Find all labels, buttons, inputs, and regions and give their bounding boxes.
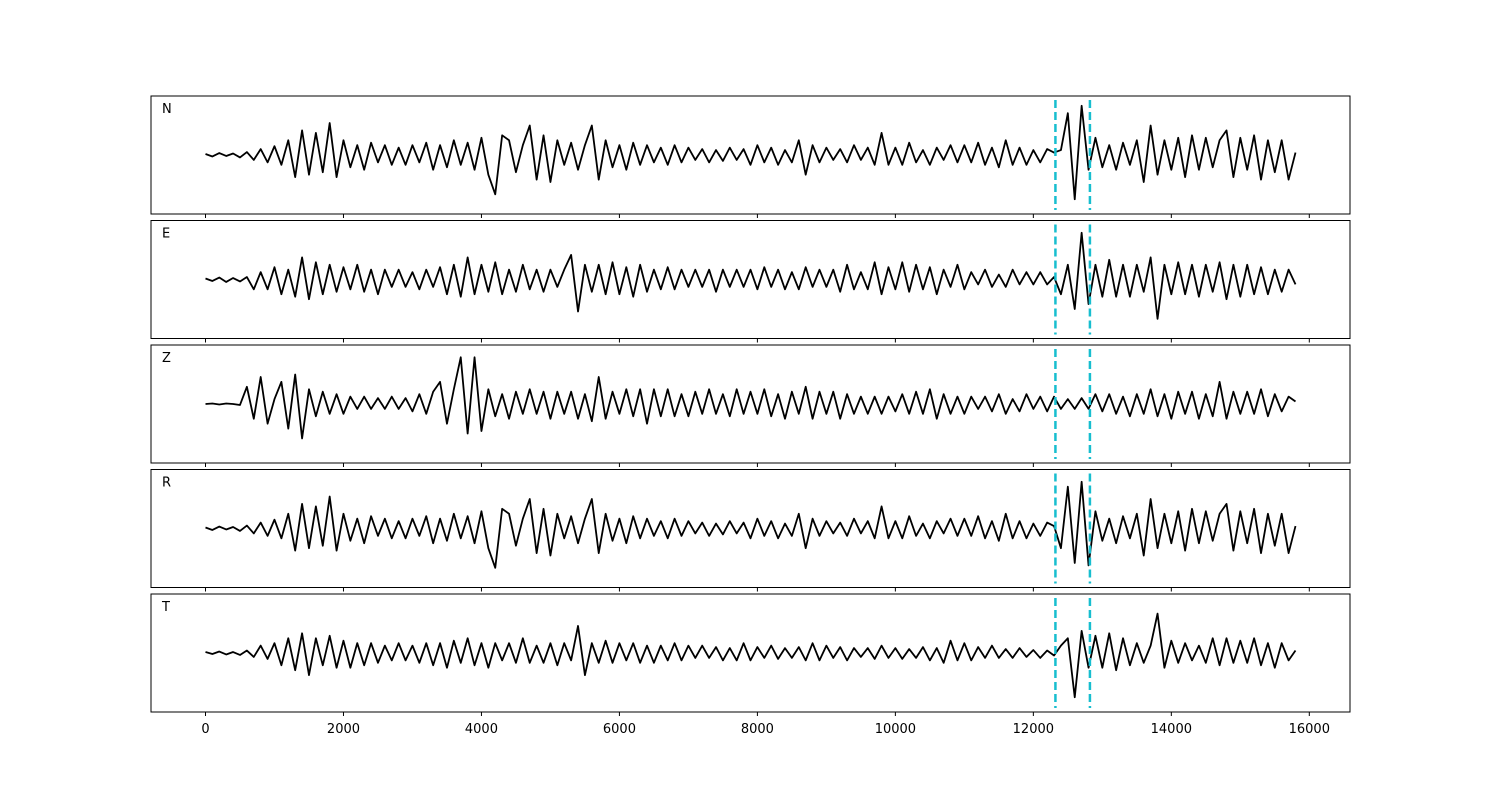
panel-frame xyxy=(150,593,1351,713)
x-tick-label: 12000 xyxy=(1013,722,1054,737)
panel-label: Z xyxy=(162,351,171,366)
x-tick-label: 2000 xyxy=(327,722,360,737)
x-tick-label: 6000 xyxy=(603,722,636,737)
panel-frame xyxy=(150,220,1351,339)
x-tick-label: 16000 xyxy=(1289,722,1330,737)
trace xyxy=(205,356,1297,440)
trace xyxy=(205,104,1297,201)
trace xyxy=(205,612,1297,699)
x-tick-label: 4000 xyxy=(465,722,498,737)
panel-label: N xyxy=(162,102,172,117)
panel-label: E xyxy=(162,227,170,242)
x-tick-label: 8000 xyxy=(741,722,774,737)
x-tick-label: 10000 xyxy=(875,722,916,737)
x-tick-label: 0 xyxy=(201,722,209,737)
panel-label: T xyxy=(161,600,170,615)
x-tick-label: 14000 xyxy=(1151,722,1192,737)
panel-frame xyxy=(150,469,1351,588)
trace xyxy=(205,480,1297,569)
trace xyxy=(205,231,1297,320)
panel-label: R xyxy=(162,476,171,491)
panel-frame xyxy=(150,344,1351,464)
panel-frame xyxy=(150,95,1351,215)
